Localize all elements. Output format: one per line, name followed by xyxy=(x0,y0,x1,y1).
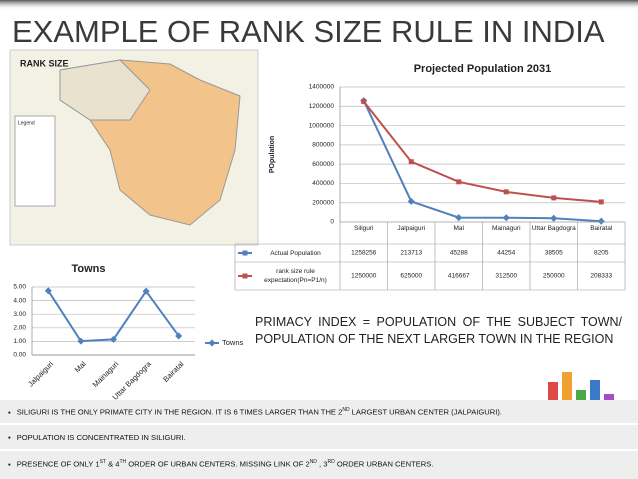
marker xyxy=(361,98,367,104)
table-value: 1258256 xyxy=(351,250,377,257)
table-value: 250000 xyxy=(543,273,565,280)
x-tick-label: Jalpaiguri xyxy=(26,359,55,388)
x-tick-label: Mal xyxy=(73,359,88,374)
marker xyxy=(456,179,462,185)
figure xyxy=(590,380,600,400)
superscript: ST xyxy=(99,459,106,465)
text: & 4 xyxy=(105,459,120,469)
map-legend-box xyxy=(14,115,56,207)
figure xyxy=(562,372,572,400)
table-value: 38505 xyxy=(545,250,563,257)
chart-title: Towns xyxy=(71,263,105,275)
map-title: RANK SIZE xyxy=(20,58,69,68)
bullet: POPULATION IS CONCENTRATED IN SILIGURI. xyxy=(8,433,186,442)
superscript: ND xyxy=(309,459,317,465)
table-value: 1250000 xyxy=(351,273,377,280)
category-label: Mal xyxy=(453,225,464,232)
map-region xyxy=(59,59,151,121)
chart-title: Projected Population 2031 xyxy=(414,63,552,75)
slide-title: EXAMPLE OF RANK SIZE RULE IN INDIA xyxy=(12,14,605,49)
table-value: 8205 xyxy=(594,250,609,257)
top-shade xyxy=(0,0,638,10)
map-legend: Legend xyxy=(18,120,35,126)
y-tick-label: 600000 xyxy=(312,161,334,168)
y-tick-label: 0 xyxy=(330,219,334,226)
category-label: Siliguri xyxy=(353,225,374,232)
marker xyxy=(408,159,414,165)
legend-label: rank size rule expectation(Pn=P1/n) xyxy=(264,268,327,284)
category-label: Bairatal xyxy=(590,225,613,232)
marker xyxy=(502,214,510,222)
y-tick-label: 0.00 xyxy=(13,352,26,359)
legend-label: Towns xyxy=(222,338,244,347)
marker xyxy=(77,337,85,345)
text: LARGEST URBAN CENTER (JALPAIGURI). xyxy=(349,407,503,417)
category-label: Uttar Bagdogra xyxy=(531,225,576,232)
text: , 3 xyxy=(316,459,328,469)
text: POPULATION IS CONCENTRATED IN SILIGURI. xyxy=(16,433,186,442)
y-tick-label: 800000 xyxy=(312,142,334,149)
table-value: 416667 xyxy=(448,273,470,280)
y-tick-label: 1400000 xyxy=(309,84,335,91)
superscript: TH xyxy=(119,459,127,465)
marker xyxy=(551,195,557,201)
bullet: SILIGURI IS THE ONLY PRIMATE CITY IN THE… xyxy=(8,407,502,417)
text: PRESENCE OF ONLY 1 xyxy=(16,459,100,469)
marker xyxy=(44,287,52,295)
category-label: Mainaguri xyxy=(491,225,521,232)
marker xyxy=(550,214,558,222)
table-value: 213713 xyxy=(400,250,422,257)
text: SILIGURI IS THE ONLY PRIMATE CITY IN THE… xyxy=(16,407,343,417)
legend-label: Actual Population xyxy=(270,250,321,257)
legend-marker xyxy=(242,250,248,256)
y-tick-label: 400000 xyxy=(312,180,334,187)
marker xyxy=(598,199,604,205)
superscript: RD xyxy=(327,459,335,465)
y-tick-label: 2.00 xyxy=(13,325,26,332)
table-value: 312500 xyxy=(495,273,517,280)
table-value: 208333 xyxy=(590,273,612,280)
table-value: 44254 xyxy=(497,250,515,257)
marker xyxy=(455,214,463,222)
y-axis-label: POpulation xyxy=(269,136,276,173)
x-tick-label: Mainaguri xyxy=(91,359,121,389)
marker xyxy=(407,197,415,205)
legend-marker xyxy=(242,273,248,279)
y-tick-label: 1200000 xyxy=(309,103,335,110)
marker xyxy=(175,332,183,340)
superscript: ND xyxy=(342,407,350,413)
marker xyxy=(109,335,118,343)
marker xyxy=(503,189,509,195)
text: ORDER URBAN CENTERS. xyxy=(334,459,434,469)
x-tick-label: Bairatal xyxy=(161,359,186,384)
legend-marker xyxy=(208,339,216,347)
figure xyxy=(548,382,558,400)
y-tick-label: 1000000 xyxy=(309,122,335,129)
y-tick-label: 1.00 xyxy=(13,338,26,345)
table-value: 625000 xyxy=(400,273,422,280)
primacy-text: PRIMACY INDEX = POPULATION OF THE SUBJEC… xyxy=(255,315,622,346)
y-tick-label: 4.00 xyxy=(13,297,26,304)
figure xyxy=(604,394,614,400)
y-tick-label: 200000 xyxy=(312,199,334,206)
series-line xyxy=(47,289,180,343)
bullet: PRESENCE OF ONLY 1ST & 4TH ORDER OF URBA… xyxy=(8,459,434,469)
category-label: Jalpaiguri xyxy=(397,225,426,232)
table-value: 45288 xyxy=(450,250,468,257)
figure xyxy=(576,390,586,400)
marker xyxy=(597,217,605,225)
marker xyxy=(142,287,150,295)
text: ORDER OF URBAN CENTERS. MISSING LINK OF … xyxy=(126,459,310,469)
y-tick-label: 5.00 xyxy=(13,284,26,291)
people-graphic xyxy=(548,372,614,400)
series-line xyxy=(362,100,602,223)
series-line xyxy=(362,100,602,203)
y-tick-label: 3.00 xyxy=(13,311,26,318)
